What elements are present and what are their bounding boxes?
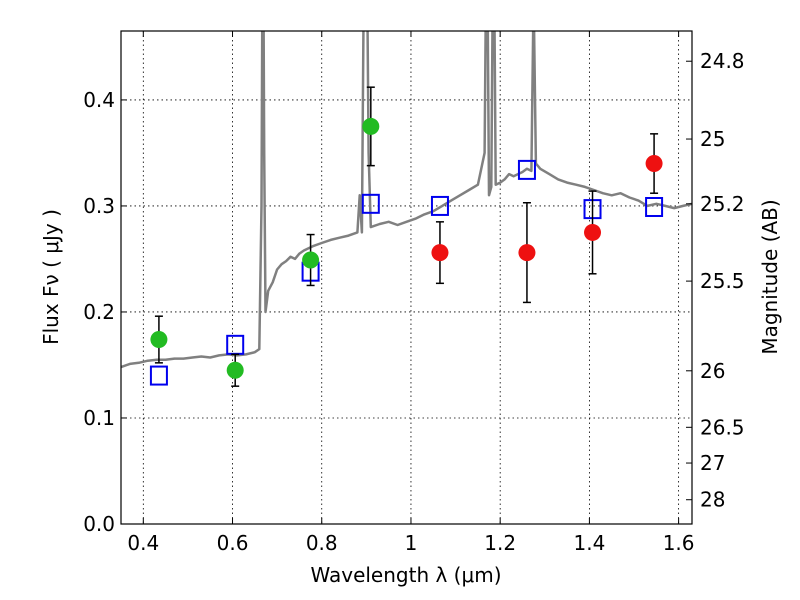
x-tick-label: 1.4 [573, 531, 605, 555]
x-tick-label: 0.4 [127, 531, 159, 555]
model-photometry-square [645, 196, 664, 217]
y2-tick-label: 28 [700, 488, 725, 512]
data-point [518, 244, 536, 262]
y-tick-label: 0.0 [83, 512, 115, 536]
data-point [431, 244, 449, 262]
data-point [302, 251, 320, 269]
model-spectrum-line [121, 31, 692, 369]
data-point [362, 117, 380, 135]
x-tick-label: 1.2 [484, 531, 516, 555]
model-photometry-square [430, 195, 449, 216]
x-axis-title: Wavelength λ (μm) [310, 563, 501, 587]
model-photometry-square [517, 159, 536, 180]
y2-tick-label: 25.2 [700, 192, 745, 216]
y2-tick-label: 26 [700, 359, 725, 383]
data-point [584, 223, 602, 241]
y-tick-label: 0.3 [83, 194, 115, 218]
y2-axis-title: Magnitude (AB) [758, 199, 782, 354]
model-photometry-square [149, 365, 168, 386]
axis-ticks: 0.4 0.6 0.8 1 1.2 1.4 1.6 0.0 0.1 0.2 0.3 0.4 24.8 25… [83, 31, 745, 555]
plot-area [121, 31, 692, 387]
y-tick-label: 0.4 [83, 88, 115, 112]
y2-tick-label: 25.5 [700, 269, 745, 293]
x-tick-label: 0.8 [306, 531, 338, 555]
model-photometry-square [361, 193, 380, 214]
x-tick-label: 1 [405, 531, 418, 555]
y-tick-label: 0.2 [83, 300, 115, 324]
y-tick-label: 0.1 [83, 406, 115, 430]
data-point [645, 155, 663, 173]
plot-frame [120, 30, 693, 525]
y2-tick-label: 25 [700, 127, 725, 151]
data-point [226, 361, 244, 379]
grid-lines [121, 31, 692, 525]
y2-tick-label: 27 [700, 451, 725, 475]
y2-tick-label: 26.5 [700, 415, 745, 439]
x-tick-label: 0.6 [217, 531, 249, 555]
data-point [150, 331, 168, 349]
y2-tick-label: 24.8 [700, 49, 745, 73]
x-tick-label: 1.6 [663, 531, 695, 555]
y-axis-title: Flux Fν ( μJy ) [39, 209, 63, 345]
